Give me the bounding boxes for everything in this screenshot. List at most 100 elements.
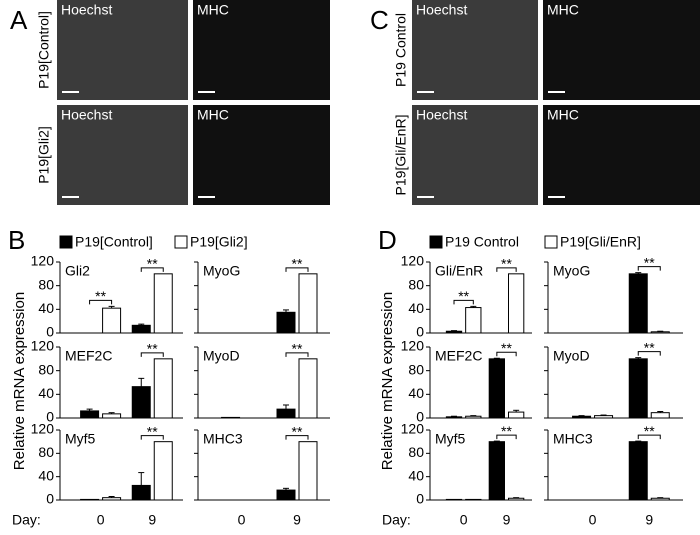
significance-bracket	[496, 434, 517, 440]
significance-label: **	[95, 288, 106, 304]
significance-label: **	[644, 423, 655, 439]
subplot-title: Gli2	[65, 263, 90, 279]
bar	[298, 358, 318, 419]
y-axis-title: Relative mRNA expression	[11, 292, 28, 470]
subplot-title: MyoG	[203, 263, 240, 279]
image-label: Hoechst	[416, 2, 467, 18]
bar	[102, 497, 122, 501]
x-tick-label: 9	[148, 512, 156, 528]
y-tick-label: 0	[46, 324, 54, 340]
panel-letter: A	[10, 5, 28, 35]
micrograph	[193, 105, 330, 205]
significance-bracket	[140, 267, 164, 272]
micrograph	[412, 0, 538, 100]
bar	[508, 273, 525, 334]
panel-letter: B	[8, 225, 25, 255]
y-tick-label: 80	[408, 276, 424, 292]
significance-label: **	[292, 256, 303, 272]
subplot-title: MyoD	[553, 348, 590, 364]
significance-label: **	[644, 339, 655, 355]
significance-label: **	[292, 341, 303, 357]
significance-bracket	[637, 434, 661, 440]
bar	[153, 358, 173, 419]
y-tick-label: 40	[38, 467, 54, 483]
y-tick-label: 80	[38, 444, 54, 460]
bar	[465, 498, 482, 501]
image-label: MHC	[547, 107, 579, 123]
y-tick-label: 80	[408, 361, 424, 377]
bar	[650, 331, 670, 334]
bar	[102, 307, 122, 334]
bar	[594, 415, 614, 419]
bar	[572, 415, 592, 419]
image-label: Hoechst	[61, 107, 112, 123]
y-tick-label: 0	[416, 491, 424, 507]
significance-label: **	[458, 288, 469, 304]
y-tick-label: 120	[401, 338, 425, 354]
row-label: P19 Control	[393, 13, 409, 87]
y-tick-label: 0	[46, 491, 54, 507]
panel-letter: D	[378, 225, 397, 255]
y-tick-label: 40	[408, 467, 424, 483]
significance-bracket	[285, 267, 309, 272]
y-tick-label: 40	[38, 300, 54, 316]
panel-letter: C	[370, 5, 389, 35]
y-tick-label: 0	[46, 409, 54, 425]
subplot-title: Myf5	[435, 431, 466, 447]
significance-label: **	[292, 423, 303, 439]
y-tick-label: 80	[38, 361, 54, 377]
bar	[276, 408, 296, 419]
x-tick-label: 9	[503, 512, 511, 528]
row-label: P19[Gli2]	[36, 126, 52, 184]
bar	[298, 441, 318, 501]
significance-bracket	[453, 299, 474, 305]
legend-swatch	[544, 235, 558, 249]
subplot-title: Myf5	[65, 431, 96, 447]
micrograph	[193, 0, 330, 100]
bar	[628, 358, 648, 419]
bar	[445, 498, 463, 501]
significance-label: **	[501, 256, 512, 272]
bar	[131, 324, 151, 334]
image-label: Hoechst	[61, 2, 112, 18]
significance-label: **	[147, 423, 158, 439]
bar	[445, 330, 463, 334]
x-tick-label: 0	[238, 512, 246, 528]
bar	[298, 273, 318, 334]
legend-label: P19[Gli/EnR]	[560, 234, 641, 250]
legend-label: P19[Gli2]	[190, 234, 248, 250]
bar	[276, 311, 296, 334]
bar	[488, 358, 506, 419]
significance-bracket	[637, 266, 661, 271]
legend-label: P19 Control	[445, 234, 519, 250]
subplot-title: MyoG	[553, 263, 590, 279]
image-label: Hoechst	[416, 107, 467, 123]
x-axis-title: Day:	[382, 512, 411, 528]
subplot-title: MEF2C	[65, 348, 112, 364]
subplot-title: MHC3	[203, 431, 243, 447]
micrograph	[543, 0, 700, 100]
bar	[650, 412, 670, 419]
image-label: MHC	[197, 2, 229, 18]
micrograph	[57, 105, 188, 205]
significance-label: **	[147, 256, 158, 272]
x-tick-label: 0	[97, 512, 105, 528]
x-tick-label: 9	[645, 512, 653, 528]
y-tick-label: 0	[416, 324, 424, 340]
y-tick-label: 120	[31, 253, 55, 269]
bar	[445, 416, 463, 419]
bar	[488, 441, 506, 501]
bar	[221, 416, 241, 419]
y-tick-label: 80	[38, 276, 54, 292]
y-tick-label: 40	[408, 300, 424, 316]
significance-bracket	[637, 351, 661, 356]
y-tick-label: 120	[401, 421, 425, 437]
micrograph	[543, 105, 700, 205]
x-axis-title: Day:	[12, 512, 41, 528]
significance-label: **	[644, 254, 655, 270]
y-tick-label: 0	[416, 409, 424, 425]
y-tick-label: 40	[408, 385, 424, 401]
significance-label: **	[501, 423, 512, 439]
x-tick-label: 0	[589, 512, 597, 528]
